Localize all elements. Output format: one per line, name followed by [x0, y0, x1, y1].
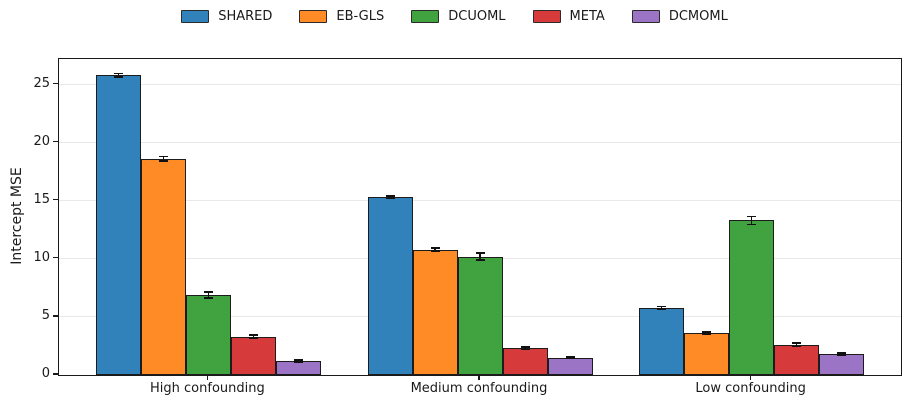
error-cap-top-dcuoml-group2 — [475, 252, 485, 254]
error-cap-bottom-dcuoml-group3 — [747, 223, 757, 226]
x-tick-label-group2: Medium confounding — [410, 381, 548, 396]
bar-eb-gls-group3 — [684, 333, 730, 375]
error-bar-meta-group3 — [795, 343, 798, 347]
error-cap-bottom-meta-group2 — [520, 348, 530, 351]
legend-label-shared: SHARED — [218, 9, 273, 24]
error-bar-dcmoml-group3 — [840, 352, 843, 356]
error-cap-bottom-shared-group3 — [657, 307, 667, 310]
error-bar-meta-group1 — [252, 335, 255, 339]
y-tick-mark-5 — [53, 315, 58, 317]
error-bar-dcuoml-group3 — [750, 216, 753, 225]
error-bar-dcmoml-group2 — [569, 356, 571, 359]
legend-item-eb-gls: EB-GLS — [299, 9, 384, 24]
legend-label-dcuoml: DCUOML — [448, 9, 506, 24]
legend-label-eb-gls: EB-GLS — [336, 9, 385, 24]
bar-eb-gls-group2 — [412, 249, 458, 375]
error-cap-top-eb-gls-group3 — [702, 331, 712, 334]
y-tick-label-0: 0 — [41, 366, 50, 381]
error-cap-top-dcuoml-group3 — [747, 215, 757, 218]
y-tick-mark-0 — [53, 373, 58, 375]
x-tick-label-group1: High confounding — [150, 381, 265, 396]
error-cap-bottom-dcuoml-group1 — [203, 296, 213, 299]
x-tick-label-group3: Low confounding — [695, 381, 806, 396]
plot-area — [58, 58, 902, 376]
error-cap-bottom-eb-gls-group2 — [430, 250, 440, 253]
gridline-y-20 — [59, 142, 901, 144]
error-cap-top-meta-group1 — [248, 334, 258, 337]
error-bar-dcuoml-group2 — [479, 253, 481, 260]
y-tick-label-20: 20 — [33, 133, 50, 149]
error-cap-bottom-eb-gls-group3 — [702, 333, 712, 335]
bar-shared-group3 — [639, 307, 685, 375]
legend-swatch-shared — [181, 10, 210, 23]
error-bar-shared-group2 — [389, 195, 391, 199]
bar-dcmoml-group2 — [547, 357, 593, 375]
y-tick-label-15: 15 — [33, 191, 50, 207]
bar-meta-group3 — [774, 344, 820, 375]
y-tick-mark-15 — [53, 199, 58, 201]
legend: SHARED EB-GLS DCUOML META DCMOML — [0, 9, 909, 24]
y-tick-label-10: 10 — [33, 249, 50, 265]
error-cap-top-dcuoml-group1 — [203, 291, 213, 293]
legend-label-meta: META — [569, 9, 605, 24]
error-cap-bottom-meta-group1 — [248, 337, 258, 339]
x-tick-mark-group1 — [206, 375, 209, 380]
error-bar-dcuoml-group1 — [207, 291, 210, 298]
legend-swatch-meta — [532, 10, 561, 23]
y-tick-label-25: 25 — [33, 75, 50, 91]
bar-dcuoml-group3 — [729, 220, 775, 375]
bar-meta-group2 — [502, 348, 548, 375]
error-cap-bottom-meta-group3 — [792, 345, 802, 348]
error-cap-top-meta-group3 — [792, 342, 802, 344]
error-cap-top-shared-group3 — [657, 305, 667, 308]
legend-label-dcmoml: DCMOML — [668, 9, 728, 24]
error-cap-top-shared-group2 — [385, 195, 395, 197]
error-cap-bottom-eb-gls-group1 — [158, 160, 168, 163]
error-cap-top-meta-group2 — [520, 346, 530, 348]
legend-swatch-dcmoml — [631, 10, 660, 23]
bar-meta-group1 — [230, 336, 276, 375]
error-bar-dcmoml-group1 — [297, 360, 300, 362]
y-tick-mark-20 — [53, 140, 58, 143]
error-cap-top-dcmoml-group2 — [565, 355, 575, 358]
bar-dcmoml-group1 — [275, 361, 321, 375]
legend-item-meta: META — [532, 9, 605, 24]
error-bar-shared-group1 — [117, 73, 120, 77]
error-cap-top-eb-gls-group2 — [430, 246, 440, 249]
y-tick-label-5: 5 — [41, 307, 50, 323]
bar-dcuoml-group1 — [185, 294, 231, 375]
bar-shared-group1 — [95, 75, 141, 375]
error-bar-eb-gls-group2 — [434, 247, 436, 252]
error-cap-bottom-dcmoml-group2 — [565, 357, 575, 360]
legend-item-dcmoml: DCMOML — [631, 9, 728, 24]
error-cap-bottom-dcmoml-group3 — [837, 354, 847, 357]
legend-item-dcuoml: DCUOML — [411, 9, 506, 24]
bar-dcmoml-group3 — [819, 354, 865, 375]
gridline-y-15 — [59, 200, 901, 202]
bar-eb-gls-group1 — [140, 158, 186, 375]
error-cap-bottom-shared-group2 — [385, 197, 395, 200]
bar-dcuoml-group2 — [457, 256, 503, 375]
error-cap-top-dcmoml-group1 — [293, 359, 303, 361]
error-cap-bottom-dcuoml-group2 — [475, 259, 485, 261]
x-tick-mark-group2 — [478, 375, 480, 380]
error-cap-top-eb-gls-group1 — [158, 155, 168, 158]
x-tick-mark-group3 — [749, 375, 752, 380]
gridline-y-25 — [59, 84, 901, 86]
bar-shared-group2 — [367, 197, 413, 375]
error-bar-eb-gls-group3 — [705, 332, 708, 335]
y-tick-mark-10 — [53, 257, 58, 259]
legend-item-shared: SHARED — [181, 9, 272, 24]
error-cap-top-dcmoml-group3 — [837, 352, 847, 354]
error-cap-bottom-dcmoml-group1 — [293, 361, 303, 363]
error-cap-bottom-shared-group1 — [113, 76, 123, 78]
error-cap-top-shared-group1 — [113, 72, 123, 75]
error-bar-eb-gls-group1 — [162, 156, 165, 162]
legend-swatch-dcuoml — [411, 10, 440, 23]
y-tick-mark-25 — [53, 82, 58, 85]
error-bar-meta-group2 — [524, 347, 526, 350]
legend-swatch-eb-gls — [299, 10, 328, 23]
error-bar-shared-group3 — [660, 306, 663, 309]
